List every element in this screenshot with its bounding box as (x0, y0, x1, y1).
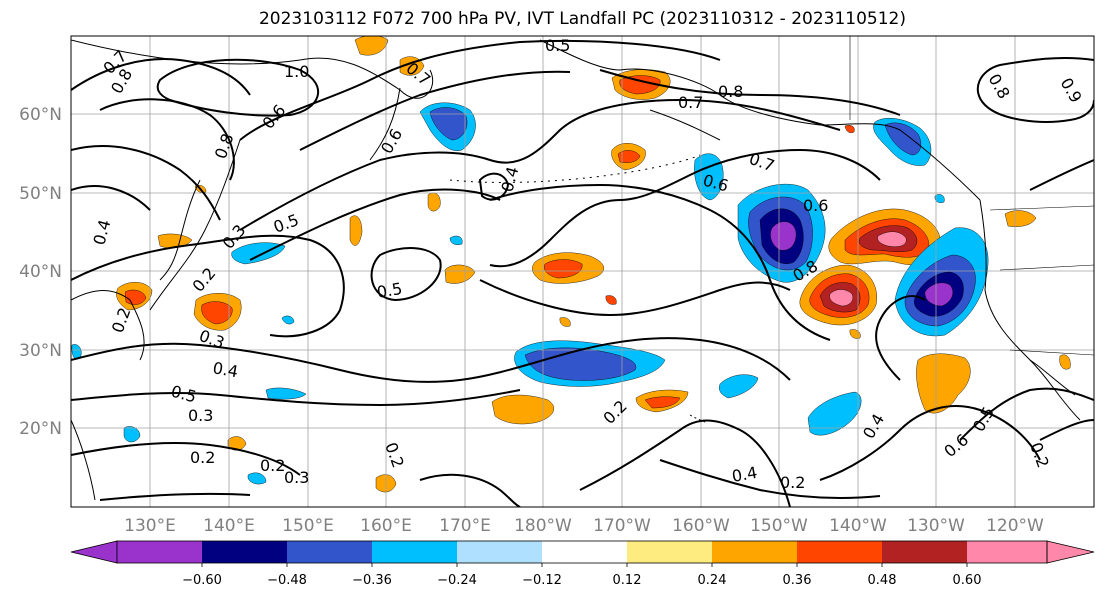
contour-label: 0.4 (90, 218, 115, 248)
contour-label: 0.5 (545, 36, 570, 55)
contour-label: 0.2 (381, 440, 408, 470)
contour-label: 0.2 (599, 396, 630, 427)
colorbar-tick-label: 0.48 (868, 573, 897, 588)
colorbar-bin (882, 541, 967, 563)
lon-label: 130°E (124, 516, 176, 536)
lon-label: 150°W (750, 516, 808, 536)
colorbar: −0.60 −0.48 −0.36 −0.24 −0.12 0.12 0.24 … (70, 540, 1095, 588)
lon-label: 140°E (203, 516, 255, 536)
colorbar-tick-label: 0.36 (783, 573, 812, 588)
contour-label: 0.6 (377, 125, 406, 157)
lat-label-20n: 20°N (19, 419, 62, 439)
colorbar-bin (372, 541, 457, 563)
lon-label: 160°W (672, 516, 730, 536)
contour-label: 0.5 (169, 382, 199, 407)
contour-label: 0.6 (803, 196, 828, 215)
lat-label-60n: 60°N (19, 105, 62, 125)
contour-label: 0.3 (188, 406, 213, 425)
contour-label: 1.0 (284, 62, 309, 81)
anomaly-shading (71, 36, 1071, 493)
contour-label: 0.8 (718, 82, 743, 101)
contour-label: 0.4 (859, 410, 888, 442)
contour-label: 0.5 (375, 279, 403, 302)
lon-label: 180°W (514, 516, 572, 536)
lon-label: 170°W (593, 516, 651, 536)
lat-label-30n: 30°N (19, 341, 62, 361)
lon-label: 160°E (360, 516, 412, 536)
colorbar-bin (202, 541, 287, 563)
colorbar-bin (712, 541, 797, 563)
contour-label: 0.6 (259, 101, 290, 133)
colorbar-tick-label: 0.60 (953, 573, 982, 588)
contour-label: 0.7 (747, 149, 777, 176)
colorbar-frame (116, 540, 1048, 564)
lon-label: 130°W (907, 516, 965, 536)
colorbar-tick-label: 0.12 (613, 573, 642, 588)
colorbar-tick-label: −0.12 (522, 573, 562, 588)
pv-contours (71, 39, 1094, 507)
contour-label: 0.2 (260, 456, 285, 475)
contour-label: 0.3 (284, 468, 309, 487)
contour-label: 0.7 (678, 93, 703, 112)
lat-label-40n: 40°N (19, 262, 62, 282)
contour-label: 0.2 (189, 264, 220, 296)
lon-label: 120°W (986, 516, 1044, 536)
colorbar-bin (967, 541, 1047, 563)
lon-label: 150°E (282, 516, 334, 536)
coastlines (71, 36, 1094, 501)
contour-label: 0.2 (190, 448, 215, 467)
map-title: 2023103112 F072 700 hPa PV, IVT Landfall… (258, 9, 906, 29)
colorbar-extend-high (1046, 540, 1095, 564)
contour-label: 0.2 (780, 473, 805, 492)
map-frame (70, 35, 1095, 508)
contour-label: 0.4 (498, 165, 523, 195)
contour-label: 0.6 (940, 430, 972, 461)
contour-label: 0.5 (271, 210, 301, 237)
contour-label: 0.2 (1026, 440, 1053, 470)
colorbar-tick-label: −0.48 (267, 573, 307, 588)
colorbar-bin (627, 541, 712, 563)
colorbar-tick-label: −0.36 (352, 573, 392, 588)
lon-label: 140°W (829, 516, 887, 536)
colorbar-bin (117, 541, 202, 563)
longitude-labels: 130°E 140°E 150°E 160°E 170°E 180°W 170°… (124, 516, 1044, 536)
colorbar-tick-label: 0.24 (698, 573, 727, 588)
lon-label: 170°E (439, 516, 491, 536)
latitude-labels: 60°N 50°N 40°N 30°N 20°N (19, 105, 62, 439)
colorbar-extend-low (70, 540, 118, 564)
colorbar-bin (287, 541, 372, 563)
colorbar-tick-label: −0.24 (437, 573, 477, 588)
lat-label-50n: 50°N (19, 184, 62, 204)
colorbar-tick-label: −0.60 (182, 573, 222, 588)
colorbar-bin (457, 541, 542, 563)
contour-label: 0.9 (1057, 75, 1086, 107)
contour-label: 0.4 (211, 358, 239, 381)
contour-label: 0.4 (730, 463, 758, 486)
contour-label: 0.8 (985, 71, 1014, 103)
colorbar-bin (797, 541, 882, 563)
colorbar-bin (542, 541, 627, 563)
